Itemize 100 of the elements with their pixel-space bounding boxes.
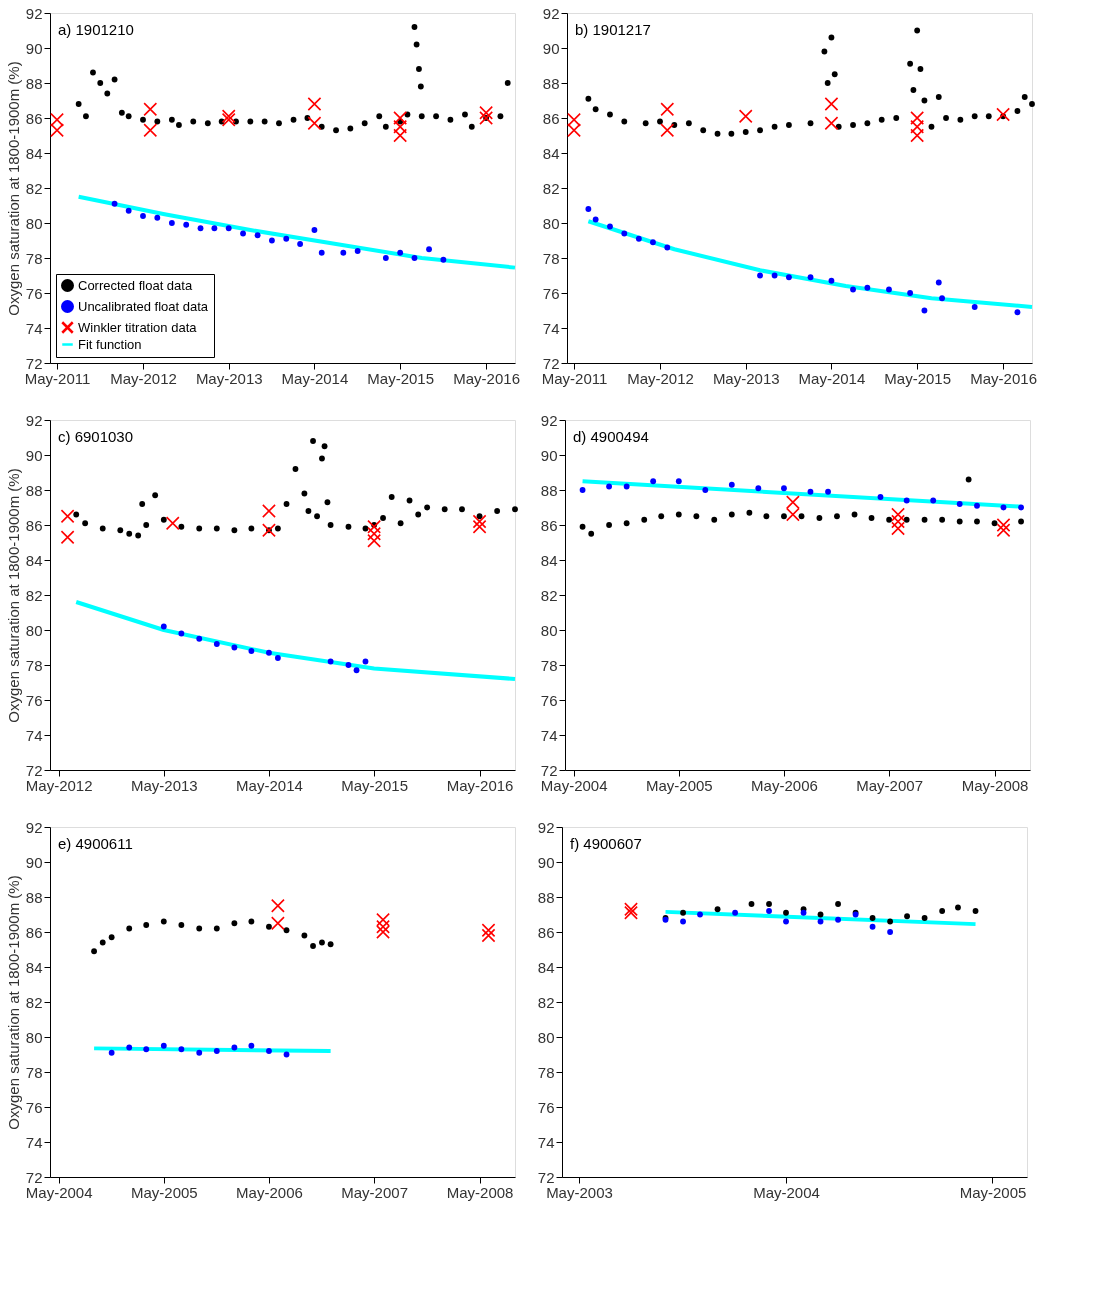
y-tick-label: 72 [25, 761, 43, 779]
x-tick-label: May-2006 [236, 1183, 303, 1201]
y-tick-label: 74 [25, 319, 43, 337]
x-tick-label: May-2013 [712, 369, 780, 387]
text: f) 4900607 [570, 835, 642, 852]
x-tick-label: May-2005 [645, 776, 713, 794]
x-tick-label: May-2014 [798, 369, 866, 387]
x-tick-label: May-2014 [236, 776, 303, 794]
y-tick-label: 80 [25, 214, 43, 232]
x-tick-label: May-2005 [959, 1183, 1027, 1201]
y-tick-label: 90 [25, 39, 43, 57]
y-tick-label: 84 [25, 144, 43, 162]
y-tick-label: 90 [25, 446, 43, 464]
y-tick-label: 82 [25, 993, 43, 1011]
y-tick-label: 84 [540, 551, 558, 569]
y-tick-label: 80 [25, 621, 43, 639]
legend-label: Fit function [78, 336, 142, 352]
y-tick-label: 92 [537, 818, 555, 836]
text: e) 4900611 [58, 835, 133, 852]
legend-label: Corrected float data [78, 277, 193, 293]
y-tick-label: 76 [25, 1098, 43, 1116]
y-tick-label: 80 [540, 621, 558, 639]
y-tick-label: 78 [25, 656, 43, 674]
x-tick-label: May-2012 [25, 776, 93, 794]
y-tick-label: 76 [537, 1098, 555, 1116]
y-tick-label: 76 [542, 284, 560, 302]
x-tick-label: May-2007 [341, 1183, 408, 1201]
y-tick-label: 84 [542, 144, 560, 162]
y-tick-label: 80 [25, 1028, 43, 1046]
y-tick-label: 92 [540, 411, 558, 429]
y-tick-label: 84 [537, 958, 555, 976]
x-tick-label: May-2004 [753, 1183, 820, 1201]
x-tick-label: May-2012 [627, 369, 694, 387]
y-tick-label: 88 [540, 481, 558, 499]
text: d) 4900494 [573, 428, 649, 445]
y-tick-label: 80 [537, 1028, 555, 1046]
x-tick-label: May-2008 [446, 1183, 514, 1201]
y-tick-label: 86 [542, 109, 560, 127]
y-tick-label: 88 [542, 74, 560, 92]
y-tick-label: 92 [25, 818, 43, 836]
y-tick-label: 72 [25, 354, 43, 372]
x-tick-label: May-2008 [961, 776, 1029, 794]
y-tick-label: 78 [537, 1063, 555, 1081]
y-tick-label: 74 [540, 726, 558, 744]
x-tick-label: May-2003 [546, 1183, 613, 1201]
y-tick-label: 84 [25, 958, 43, 976]
y-tick-label: 84 [25, 551, 43, 569]
x-tick-label: May-2016 [970, 369, 1037, 387]
y-tick-label: 86 [25, 923, 43, 941]
y-tick-label: 86 [25, 109, 43, 127]
y-tick-label: 74 [25, 1133, 43, 1151]
y-tick-label: 92 [542, 4, 560, 22]
x-tick-label: May-2005 [130, 1183, 198, 1201]
x-tick-label: May-2004 [25, 1183, 93, 1201]
y-tick-label: 92 [25, 4, 43, 22]
x-tick-label: May-2011 [541, 369, 608, 387]
y-tick-label: 82 [542, 179, 560, 197]
y-axis-title: Oxygen saturation at 1800-1900m (%) [4, 468, 22, 723]
y-tick-label: 72 [542, 354, 560, 372]
legend-label: Uncalibrated float data [78, 298, 209, 314]
x-tick-label: May-2013 [130, 776, 198, 794]
y-tick-label: 78 [25, 249, 43, 267]
text: a) 1901210 [58, 21, 134, 38]
y-tick-label: 72 [25, 1168, 43, 1186]
y-tick-label: 78 [542, 249, 560, 267]
y-tick-label: 74 [542, 319, 560, 337]
x-tick-label: May-2015 [367, 369, 435, 387]
y-tick-label: 72 [540, 761, 558, 779]
y-tick-label: 72 [537, 1168, 555, 1186]
y-tick-label: 76 [25, 284, 43, 302]
text: c) 6901030 [58, 428, 134, 445]
y-tick-label: 82 [537, 993, 555, 1011]
y-tick-label: 86 [540, 516, 558, 534]
y-tick-label: 88 [25, 888, 43, 906]
y-axis-title: Oxygen saturation at 1800-1900m (%) [4, 875, 22, 1130]
y-tick-label: 90 [542, 39, 560, 57]
y-axis-title: Oxygen saturation at 1800-1900m (%) [4, 61, 22, 316]
y-tick-label: 82 [540, 586, 558, 604]
y-tick-label: 78 [540, 656, 558, 674]
x-tick-label: May-2004 [540, 776, 608, 794]
text: b) 1901217 [575, 21, 651, 38]
legend-label: Winkler titration data [78, 319, 198, 335]
y-tick-label: 82 [25, 586, 43, 604]
y-tick-label: 90 [540, 446, 558, 464]
y-tick-label: 88 [537, 888, 555, 906]
y-tick-label: 80 [542, 214, 560, 232]
x-tick-label: May-2012 [110, 369, 177, 387]
y-tick-label: 78 [25, 1063, 43, 1081]
y-tick-label: 76 [25, 691, 43, 709]
y-tick-label: 76 [540, 691, 558, 709]
y-tick-label: 86 [25, 516, 43, 534]
y-tick-label: 92 [25, 411, 43, 429]
y-tick-label: 90 [537, 853, 555, 871]
x-tick-label: May-2015 [341, 776, 408, 794]
y-tick-label: 82 [25, 179, 43, 197]
x-tick-label: May-2013 [195, 369, 263, 387]
y-tick-label: 88 [25, 481, 43, 499]
y-tick-label: 90 [25, 853, 43, 871]
x-tick-label: May-2014 [281, 369, 349, 387]
x-tick-label: May-2006 [751, 776, 818, 794]
